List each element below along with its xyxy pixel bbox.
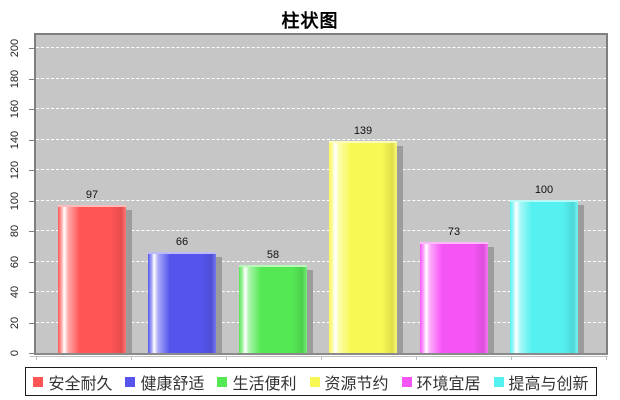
legend-item: 生活便利 [217,370,297,394]
legend-label: 生活便利 [232,375,297,393]
y-tick-label: 60 [9,255,21,268]
grid-line [36,260,606,262]
legend-item: 提高与创新 [493,370,589,394]
grid-line [36,169,606,170]
y-tick-mark [29,292,34,293]
legend-label: 提高与创新 [508,375,589,393]
legend-label: 健康舒适 [140,375,205,393]
legend-swatch-3 [217,376,228,387]
x-tick-mark [606,356,607,360]
legend-swatch-4 [309,376,320,387]
y-tick-label: 120 [9,160,21,180]
grid-line [36,199,606,201]
legend-item: 环境宜居 [401,370,481,394]
x-tick-mark [416,356,417,360]
y-tick-label: 40 [9,285,21,299]
legend-item: 健康舒适 [125,370,204,394]
bar-3 [239,265,307,353]
bar-value-label: 139 [353,125,373,137]
bar-value-label: 58 [266,249,280,261]
y-tick-mark [29,200,34,202]
y-tick-mark [29,109,34,110]
bar-value-label: 66 [175,236,189,248]
x-tick-mark [131,356,132,360]
grid-line [36,230,606,231]
bar-1 [58,205,126,353]
legend-swatch-6 [493,376,504,387]
legend-label: 资源节约 [324,375,389,393]
bar-value-label: 73 [447,226,461,238]
legend-swatch-5 [401,376,412,387]
y-tick-mark [29,48,34,49]
y-tick-mark [29,261,34,263]
legend-item: 资源节约 [309,370,389,394]
x-tick-mark [226,356,227,360]
bar-value-label: 100 [534,184,554,196]
bar-5 [420,242,488,353]
x-tick-mark [321,356,322,360]
y-tick-mark [29,170,34,171]
bar-4 [329,141,397,353]
y-tick-label: 200 [9,38,21,58]
y-tick-label: 180 [9,69,21,88]
y-tick-mark [29,139,34,141]
legend-item: 安全耐久 [33,370,112,394]
x-axis-line [30,356,608,357]
chart-title: 柱状图 [281,11,339,31]
plot-area: 97 66 58 139 73 100 [34,33,608,355]
grid-line [36,47,606,48]
y-tick-label: 0 [9,349,21,357]
bar-2 [148,252,216,353]
y-tick-label: 100 [9,191,21,210]
y-tick-label: 140 [9,130,21,149]
x-tick-mark [511,356,512,360]
y-tick-label: 80 [9,224,21,238]
bar-6 [510,200,578,353]
grid-line [36,77,606,79]
bar-value-label: 97 [85,189,99,201]
grid-line [36,291,606,292]
grid-line [36,108,606,109]
legend-label: 安全耐久 [48,375,113,393]
y-tick-label: 160 [9,99,21,119]
grid-line [36,138,606,140]
y-tick-label: 20 [9,316,21,329]
y-tick-mark [29,322,34,324]
grid-line [36,321,606,323]
legend-swatch-1 [33,376,44,387]
legend-label: 环境宜居 [416,375,481,393]
y-tick-mark [29,231,34,232]
legend-swatch-2 [125,376,136,387]
y-tick-mark [29,78,34,80]
x-tick-mark [36,356,37,360]
y-tick-mark [29,353,34,354]
legend: 安全耐久 健康舒适 生活便利 资源节约 环境宜居 提高与创新 [25,367,597,396]
